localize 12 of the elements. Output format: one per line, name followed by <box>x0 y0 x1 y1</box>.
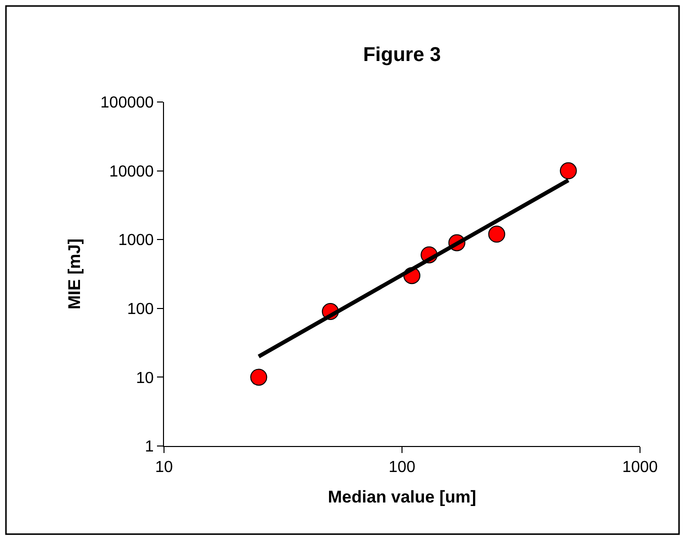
y-tick-label: 1 <box>144 438 154 456</box>
x-tick-label: 1000 <box>622 459 658 476</box>
y-tick-label: 100 <box>127 301 154 318</box>
y-axis-title: MIE [mJ] <box>64 238 84 310</box>
x-tick-label: 100 <box>388 459 416 476</box>
y-tick-label: 100000 <box>100 94 154 112</box>
x-axis-title: Median value [um] <box>328 488 476 507</box>
y-tick-label: 1000 <box>118 232 154 250</box>
chart-title: Figure 3 <box>363 44 441 66</box>
y-tick-label: 10000 <box>109 163 154 180</box>
y-tick-label: 10 <box>136 370 154 387</box>
x-tick-label: 10 <box>155 459 173 476</box>
